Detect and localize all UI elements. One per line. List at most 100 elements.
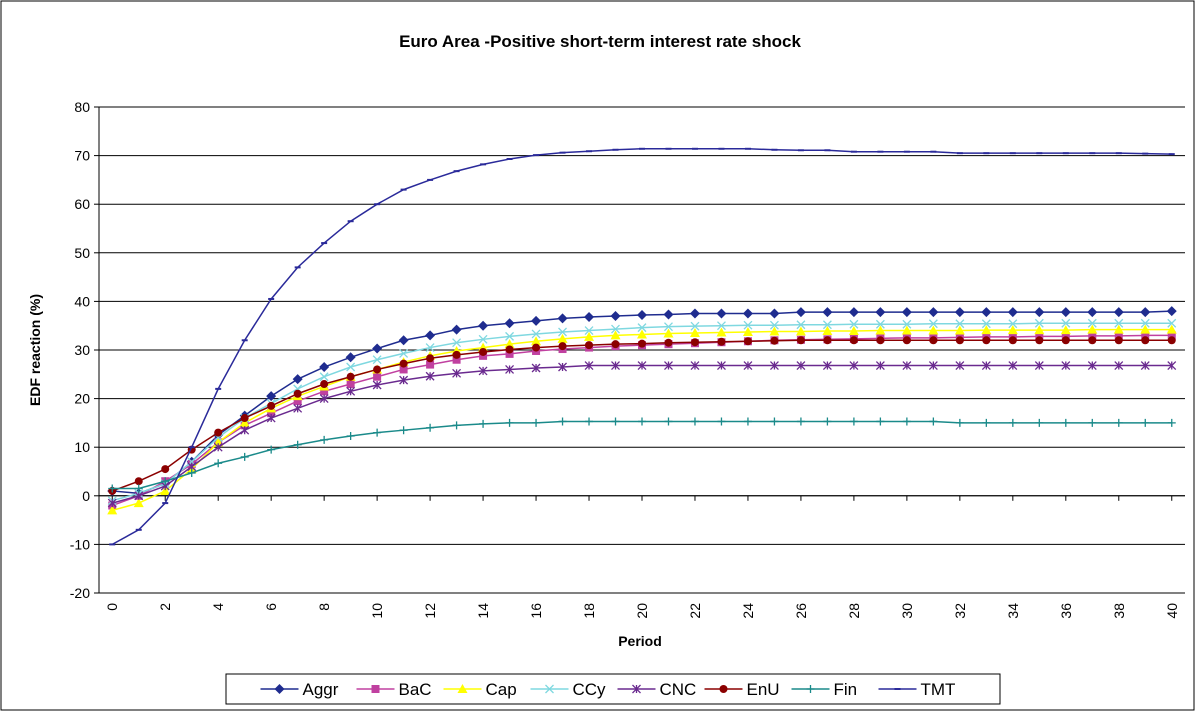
data-point: [531, 336, 542, 346]
data-point: [240, 452, 249, 461]
x-tick-label: 26: [793, 603, 809, 619]
data-point: [240, 414, 249, 423]
data-point: [637, 310, 647, 321]
x-tick-label: 34: [1005, 603, 1021, 619]
data-point: [557, 333, 568, 343]
data-point: [426, 423, 435, 432]
data-point: [610, 310, 621, 321]
data-point: [769, 320, 779, 330]
data-point: [505, 364, 515, 374]
data-point: [770, 417, 779, 426]
x-tick-label: 8: [316, 603, 332, 611]
legend-label: EnU: [747, 680, 780, 699]
data-point: [532, 418, 541, 427]
data-point: [134, 477, 143, 486]
data-point: [822, 326, 833, 336]
data-point: [717, 417, 726, 426]
chart-title: Euro Area -Positive short-term interest …: [399, 32, 801, 51]
data-point: [373, 428, 382, 437]
data-point: [452, 338, 462, 348]
data-point: [849, 319, 859, 329]
data-point: [107, 505, 118, 515]
data-point: [399, 359, 408, 368]
data-point: [875, 319, 885, 329]
data-point: [160, 485, 171, 495]
y-tick-label: 70: [74, 148, 90, 164]
y-tick-label: 20: [74, 391, 90, 407]
data-point: [108, 484, 117, 493]
x-tick-label: 20: [634, 603, 650, 619]
data-point: [531, 315, 542, 326]
data-point: [398, 335, 409, 346]
data-point: [1087, 318, 1097, 328]
data-point: [532, 343, 541, 352]
data-point: [373, 365, 382, 374]
data-point: [133, 498, 144, 508]
data-point: [1141, 336, 1150, 345]
legend-label: Aggr: [303, 680, 339, 699]
data-point: [664, 417, 673, 426]
data-point: [928, 325, 939, 335]
data-point: [346, 380, 355, 389]
y-tick-label: 30: [74, 342, 90, 358]
data-point: [505, 418, 514, 427]
legend-label: BaC: [399, 680, 432, 699]
data-point: [902, 417, 911, 426]
data-point: [982, 336, 991, 345]
data-point: [558, 417, 567, 426]
legend-marker: [632, 684, 641, 694]
data-point: [478, 320, 489, 331]
data-point: [770, 336, 779, 345]
data-point: [1087, 307, 1098, 318]
data-point: [213, 442, 223, 452]
data-point: [955, 361, 965, 371]
data-point: [425, 330, 436, 341]
data-point: [717, 321, 726, 331]
x-tick-label: 22: [687, 603, 703, 619]
data-point: [901, 307, 912, 318]
data-point: [690, 417, 699, 426]
x-tick-label: 38: [1111, 603, 1127, 619]
data-point: [902, 336, 911, 345]
data-point: [1141, 418, 1150, 427]
data-point: [373, 372, 382, 381]
data-point: [504, 318, 515, 329]
data-point: [796, 361, 806, 371]
data-point: [478, 366, 488, 376]
data-point: [557, 313, 568, 324]
data-point: [637, 323, 647, 333]
data-point: [823, 336, 832, 345]
legend-label: CCy: [573, 680, 607, 699]
data-point: [981, 319, 991, 329]
x-tick-label: 24: [740, 603, 756, 619]
data-point: [292, 374, 303, 385]
data-point: [240, 425, 250, 435]
x-tick-label: 12: [422, 603, 438, 619]
data-point: [663, 328, 674, 338]
x-tick-label: 32: [952, 603, 968, 619]
data-point: [1088, 331, 1097, 340]
x-tick-label: 10: [369, 603, 385, 619]
data-point: [954, 307, 965, 318]
data-point: [955, 319, 965, 329]
data-point: [319, 372, 329, 382]
legend-marker: [457, 684, 468, 693]
data-point: [689, 327, 700, 337]
data-point: [1008, 361, 1018, 371]
legend-label: TMT: [921, 680, 956, 699]
data-point: [452, 368, 462, 378]
data-point: [504, 339, 515, 349]
data-point: [293, 440, 302, 449]
data-point: [134, 484, 143, 493]
data-point: [320, 435, 329, 444]
data-point: [399, 375, 409, 385]
data-point: [479, 347, 488, 356]
data-point: [399, 348, 409, 358]
legend-marker: [719, 685, 728, 693]
data-point: [1114, 336, 1123, 345]
data-point: [1114, 331, 1123, 340]
data-point: [426, 360, 435, 369]
data-point: [928, 319, 938, 329]
data-point: [928, 307, 939, 318]
